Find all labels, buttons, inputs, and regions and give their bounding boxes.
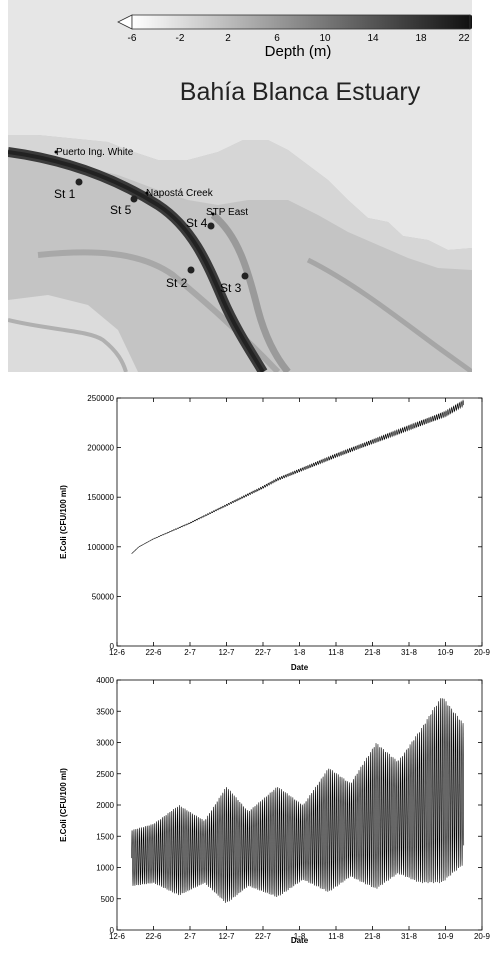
colorbar-tick: 10 <box>319 33 331 44</box>
x-axis-label: Date <box>291 663 309 672</box>
x-tick-label: 21-8 <box>364 932 381 941</box>
series-line <box>131 698 465 903</box>
station-label-st4: St 4 <box>186 216 208 230</box>
map-title: Bahía Blanca Estuary <box>180 78 421 106</box>
x-tick-label: 20-9 <box>474 932 491 941</box>
colorbar-tick: 6 <box>274 33 280 44</box>
station-label-st1: St 1 <box>54 187 76 201</box>
y-ticks: 0 50000 100000 150000 200000 250000 <box>87 394 482 651</box>
x-tick-label: 12-6 <box>109 648 126 657</box>
colorbar-tick: 18 <box>415 33 427 44</box>
x-tick-label: 1-8 <box>294 648 306 657</box>
y-tick-label: 1000 <box>96 864 114 873</box>
x-ticks: 12-6 22-6 2-7 12-7 22-7 1-8 11-8 21-8 31-8 10-9 20… <box>109 398 491 657</box>
y-tick-label: 150000 <box>87 493 114 502</box>
colorbar-tick: 2 <box>225 33 231 44</box>
x-tick-label: 11-8 <box>328 648 344 657</box>
x-axis-label: Date <box>291 936 309 945</box>
x-tick-label: 10-9 <box>437 932 454 941</box>
y-tick-label: 250000 <box>87 394 114 403</box>
x-tick-label: 12-7 <box>218 648 235 657</box>
place-marker <box>54 150 58 154</box>
shore-zone <box>8 135 472 270</box>
y-tick-label: 200000 <box>87 444 114 453</box>
depth-colorbar: -6 -2 2 6 10 14 18 22 Depth (m) <box>117 14 472 60</box>
colorbar-gradient <box>131 14 471 30</box>
colorbar-label: Depth (m) <box>265 43 332 60</box>
ecoli-cumulative-chart: 12-6 22-6 2-7 12-7 22-7 1-8 11-8 21-8 31-8 10-9 20… <box>59 394 491 672</box>
x-tick-label: 22-7 <box>255 932 272 941</box>
series-group <box>131 399 465 554</box>
x-tick-label: 22-7 <box>255 648 272 657</box>
colorbar-tick: 14 <box>367 33 379 44</box>
x-tick-label: 31-8 <box>401 932 418 941</box>
station-marker-st1 <box>75 178 83 186</box>
colorbar-right-arrow <box>469 14 472 30</box>
station-label-st3: St 3 <box>220 281 242 295</box>
y-axis-label: E.Coli (CFU/100 ml) <box>59 485 68 559</box>
place-label-stp: STP East <box>206 207 248 218</box>
y-tick-label: 4000 <box>96 676 114 685</box>
station-marker-st5 <box>130 195 138 203</box>
side-channel-2 <box>210 212 291 372</box>
x-tick-label: 21-8 <box>364 648 381 657</box>
station-marker-st2 <box>187 266 195 274</box>
estuary-depth-map: -6 -2 2 6 10 14 18 22 Depth (m) Bahía Bl… <box>8 0 472 372</box>
x-tick-label: 31-8 <box>401 648 418 657</box>
place-label-napasta: Napostá Creek <box>146 188 214 199</box>
x-tick-label: 11-8 <box>328 932 344 941</box>
x-tick-label: 2-7 <box>184 648 196 657</box>
y-tick-label: 1500 <box>96 832 114 841</box>
station-marker-st3 <box>241 272 249 280</box>
main-channel-core <box>8 150 265 372</box>
ecoli-concentration-chart: 12-6 22-6 2-7 12-7 22-7 1-8 11-8 21-8 31-8 10-9 20… <box>59 676 491 945</box>
land-region <box>8 0 472 250</box>
side-channel-4 <box>8 318 128 372</box>
x-tick-label: 22-6 <box>145 932 162 941</box>
y-tick-label: 3000 <box>96 739 114 748</box>
x-tick-label: 10-9 <box>437 648 454 657</box>
land-lower-left <box>8 295 138 372</box>
colorbar-tick: -6 <box>128 33 137 44</box>
y-tick-label: 500 <box>101 895 115 904</box>
y-tick-label: 2000 <box>96 801 114 810</box>
place-label-puerto: Puerto Ing. White <box>56 147 134 158</box>
x-tick-label: 1-8 <box>294 932 306 941</box>
station-marker-st4 <box>207 222 215 230</box>
x-tick-label: 20-9 <box>474 648 491 657</box>
x-tick-label: 12-6 <box>109 932 126 941</box>
x-ticks: 12-6 22-6 2-7 12-7 22-7 1-8 11-8 21-8 31-8 10-9 20… <box>109 680 491 941</box>
station-label-st2: St 2 <box>166 276 188 290</box>
series-line <box>131 399 465 554</box>
x-tick-label: 12-7 <box>218 932 235 941</box>
colorbar-tick: 22 <box>458 33 470 44</box>
y-tick-label: 0 <box>110 926 115 935</box>
plot-area <box>116 679 483 931</box>
x-tick-label: 2-7 <box>184 932 196 941</box>
y-tick-label: 3500 <box>96 707 114 716</box>
plot-area <box>116 397 483 647</box>
side-channel-3 <box>306 257 472 372</box>
y-ticks: 0 500 1000 1500 2000 2500 3000 3500 4000 <box>96 676 482 935</box>
y-tick-label: 0 <box>110 642 115 651</box>
colorbar-tick: -2 <box>176 33 185 44</box>
series-group <box>131 698 465 903</box>
place-marker <box>211 212 215 216</box>
place-marker <box>145 191 149 195</box>
station-label-st5: St 5 <box>110 203 132 217</box>
y-tick-label: 100000 <box>87 543 114 552</box>
x-tick-label: 22-6 <box>145 648 162 657</box>
y-tick-label: 2500 <box>96 770 114 779</box>
y-tick-label: 50000 <box>92 592 115 601</box>
y-axis-label: E.Coli (CFU/100 ml) <box>59 768 68 842</box>
